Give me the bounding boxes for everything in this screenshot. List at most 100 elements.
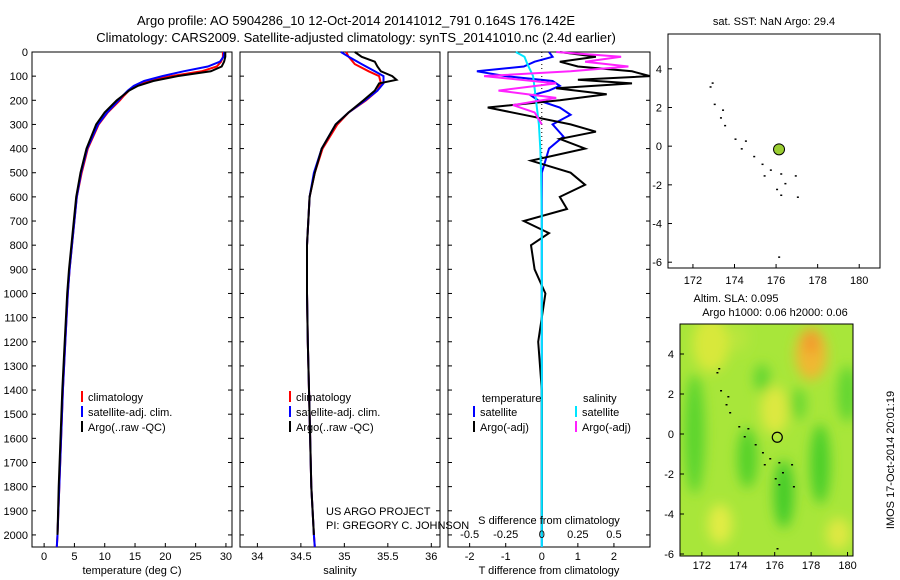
y-tick-label: 4 <box>656 64 662 76</box>
depth-tick-label: 1900 <box>4 506 28 518</box>
depth-tick-label: 800 <box>10 240 28 252</box>
island-mark <box>780 173 783 175</box>
island-mark <box>776 548 779 550</box>
legend-label: climatology <box>88 392 144 404</box>
depth-tick-label: 500 <box>10 168 28 180</box>
x-tick-label: 30 <box>220 551 232 563</box>
depth-tick-label: 400 <box>10 144 28 156</box>
island-mark <box>718 368 721 370</box>
island-mark <box>769 458 772 460</box>
x-tick-label: -1 <box>501 551 511 563</box>
x-tick-label: 5 <box>71 551 77 563</box>
x-tick-label: 35 <box>338 551 350 563</box>
legend-label: satellite <box>582 407 619 419</box>
y-tick-label: -4 <box>664 509 674 521</box>
island-mark <box>727 396 730 398</box>
depth-tick-label: 100 <box>10 71 28 83</box>
island-mark <box>778 484 781 486</box>
depth-tick-label: 900 <box>10 264 28 276</box>
x-axis-label: salinity <box>323 565 357 577</box>
argo-position-marker <box>773 143 786 156</box>
temperature-panel: 0100200300400500600700800900100011001200… <box>4 47 233 577</box>
sla_map-panel: 172 174 176 178 180 4 2 0 -2 -4 -6 Altim. SLA: 0.09… <box>664 293 856 572</box>
island-mark <box>792 486 795 488</box>
salinity-plot-frame <box>239 51 441 548</box>
x-axis-label: T difference from climatology <box>479 565 620 577</box>
island-mark <box>774 478 777 480</box>
island-mark <box>719 117 722 119</box>
series-line-t_argo <box>487 51 651 535</box>
island-mark <box>761 452 764 454</box>
x-tick-label: 178 <box>802 560 820 572</box>
island-mark <box>794 175 797 177</box>
y-tick-label: 4 <box>668 349 674 361</box>
sla-field <box>684 324 853 550</box>
island-mark <box>763 175 766 177</box>
project-annotation: PI: GREGORY C. JOHNSON <box>326 520 469 532</box>
depth-tick-label: 2000 <box>4 530 28 542</box>
depth-tick-label: 1000 <box>4 288 28 300</box>
sla-map-title-1: Altim. SLA: 0.095 <box>694 293 779 305</box>
island-mark <box>720 390 723 392</box>
island-mark <box>711 82 714 84</box>
s-tick-label: -0.25 <box>493 529 518 541</box>
legend-label: Argo(..raw -QC) <box>296 422 374 434</box>
x-tick-label: 172 <box>684 275 702 287</box>
sla-anomaly-blob <box>760 386 789 434</box>
island-mark <box>716 372 719 374</box>
series-line-argo <box>56 52 227 535</box>
sla-anomaly-blob <box>692 324 729 372</box>
sla-anomaly-blob <box>737 428 758 488</box>
depth-tick-label: 200 <box>10 95 28 107</box>
s-tick-label: 0 <box>539 529 545 541</box>
x-axis-label-top: S difference from climatology <box>478 515 620 527</box>
sla-anomaly-blob <box>810 424 831 504</box>
sla-anomaly-blob <box>753 364 770 392</box>
legend-label: satellite-adj. clim. <box>296 407 380 419</box>
legend-label: Argo(-adj) <box>582 422 631 434</box>
island-mark <box>734 138 737 140</box>
legend-title-temperature: temperature <box>482 393 541 405</box>
x-tick-label: 180 <box>850 275 868 287</box>
island-mark <box>778 256 781 258</box>
x-tick-label: 178 <box>808 275 826 287</box>
x-tick-label: 36 <box>425 551 437 563</box>
x-tick-label: 1 <box>575 551 581 563</box>
sla-anomaly-blob <box>728 324 749 352</box>
y-tick-label: -4 <box>652 219 662 231</box>
island-mark <box>796 196 799 198</box>
x-tick-label: 174 <box>725 275 743 287</box>
depth-tick-label: 1800 <box>4 482 28 494</box>
island-mark <box>724 124 727 127</box>
y-tick-label: 2 <box>656 102 662 114</box>
x-tick-label: 176 <box>766 560 784 572</box>
island-mark <box>780 194 783 197</box>
island-mark <box>743 436 746 438</box>
island-mark <box>722 109 725 111</box>
x-tick-label: 176 <box>767 275 785 287</box>
y-tick-label: -2 <box>652 180 662 192</box>
sst-map-title: sat. SST: NaN Argo: 29.4 <box>713 16 835 28</box>
x-tick-label: 10 <box>99 551 111 563</box>
series-line-s_argo <box>483 51 629 125</box>
depth-tick-label: 1500 <box>4 409 28 421</box>
legend-label: satellite <box>480 407 517 419</box>
island-mark <box>753 155 756 158</box>
legend-label: climatology <box>296 392 352 404</box>
sst_map-panel: 172 174 176 178 180 4 2 0 -2 -4 -6 sat. SST: NaN Ar… <box>652 16 881 287</box>
difference-panel: -2 -1 0 1 2 T difference from climatology <box>447 51 651 577</box>
depth-tick-label: 1400 <box>4 385 28 397</box>
sla-map-title-2: Argo h1000: 0.06 h2000: 0.06 <box>702 307 848 319</box>
legend-label: Argo(-adj) <box>480 422 529 434</box>
depth-tick-label: 1200 <box>4 337 28 349</box>
y-tick-label: 0 <box>656 141 662 153</box>
depth-tick-label: 1300 <box>4 361 28 373</box>
island-mark <box>778 462 781 464</box>
argo-position-marker <box>771 431 783 443</box>
sla-anomaly-blob <box>826 518 851 550</box>
x-tick-label: 15 <box>129 551 141 563</box>
y-tick-label: -6 <box>664 549 674 561</box>
x-axis-label: temperature (deg C) <box>82 565 181 577</box>
s-tick-label: 0.25 <box>567 529 588 541</box>
